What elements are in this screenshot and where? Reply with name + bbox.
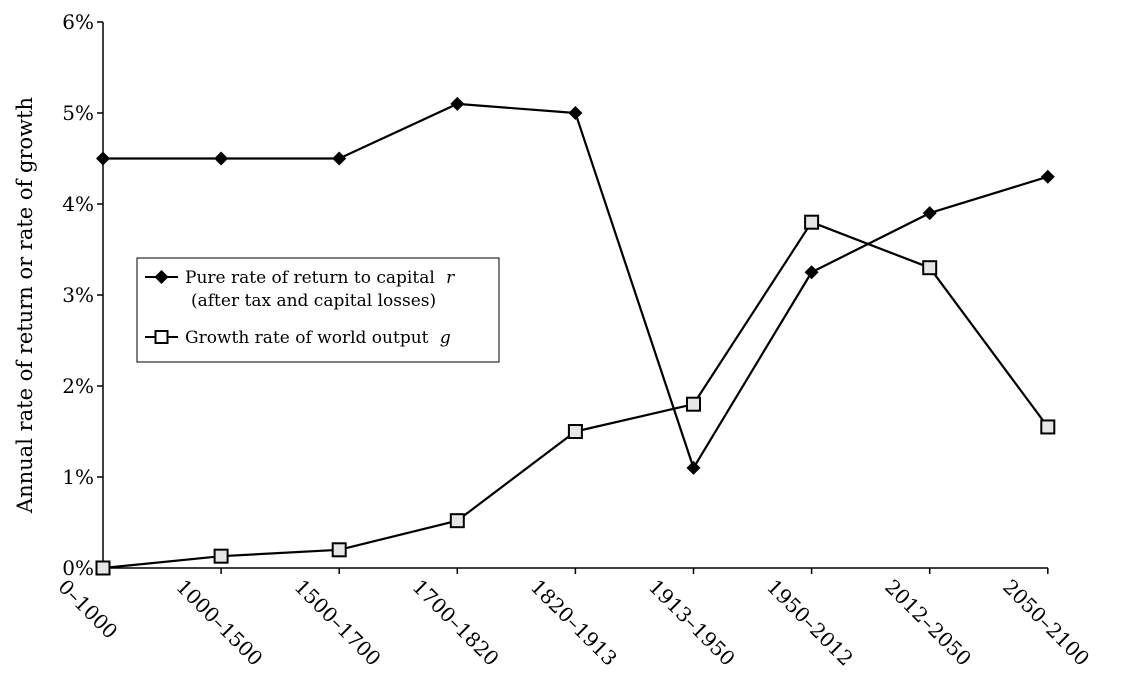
legend-label-r: Pure rate of return to capital r [185, 268, 455, 288]
data-point-r [1040, 169, 1055, 184]
x-ticks: 0–1000 1000–1500 1500–1700 1700–1820 1820–19… [53, 568, 1094, 671]
legend-label-g: Growth rate of world output g [185, 328, 451, 348]
y-tick-label: 1% [62, 465, 94, 489]
data-point-g [331, 542, 347, 558]
legend-item-g: Growth rate of world output g [145, 328, 451, 348]
legend-g-var: g [440, 328, 451, 348]
series-group [95, 96, 1056, 576]
legend-diamond-marker [154, 270, 169, 284]
data-point-g [686, 396, 701, 412]
x-tick-label: 1700–1820 [408, 575, 504, 671]
x-tick-label: 1820–1913 [526, 575, 622, 671]
y-tick-label: 2% [62, 374, 94, 398]
data-point-g [567, 424, 583, 439]
data-point-g [804, 214, 820, 230]
legend-square-marker [154, 330, 169, 344]
y-tick-label: 4% [62, 192, 94, 216]
y-ticks: 0% 1% 2% 3% 4% 5% 6% [62, 10, 103, 580]
data-point-g [922, 260, 938, 276]
data-point-g [95, 560, 111, 576]
x-tick-label: 1000–1500 [172, 575, 268, 671]
x-tick-label: 1500–1700 [290, 575, 386, 671]
x-tick-label: 2050–2100 [998, 575, 1094, 671]
legend-r-line1: Pure rate of return to capital [185, 268, 435, 288]
data-point-r [450, 96, 465, 111]
series-g [95, 214, 1056, 576]
y-tick-label: 6% [62, 10, 94, 34]
legend-box [136, 257, 500, 363]
legend-label-r-line2: (after tax and capital losses) [191, 291, 436, 311]
x-tick-label: 2012–2050 [880, 575, 976, 671]
legend-item-r: Pure rate of return to capital r (after … [145, 268, 455, 311]
y-tick-label: 3% [62, 283, 94, 307]
data-point-g [449, 513, 465, 529]
data-point-g [1040, 419, 1056, 435]
legend: Pure rate of return to capital r (after … [136, 257, 500, 363]
data-point-g [213, 548, 229, 564]
x-tick-label: 0–1000 [53, 575, 122, 644]
y-tick-label: 5% [62, 101, 94, 125]
data-point-r [96, 151, 110, 166]
data-point-r [568, 106, 583, 120]
legend-r-var: r [446, 268, 455, 288]
series-r [96, 96, 1055, 475]
data-point-r [332, 151, 347, 166]
legend-g-line1: Growth rate of world output [185, 328, 429, 348]
y-tick-label: 0% [62, 556, 94, 580]
data-point-r [922, 206, 937, 221]
y-axis-title: Annual rate of return or rate of growth [13, 97, 37, 514]
data-point-r [804, 265, 819, 280]
data-point-r [214, 151, 229, 166]
x-tick-label: 1950–2012 [762, 575, 858, 671]
data-point-r [686, 460, 701, 475]
x-tick-label: 1913–1950 [644, 575, 740, 671]
